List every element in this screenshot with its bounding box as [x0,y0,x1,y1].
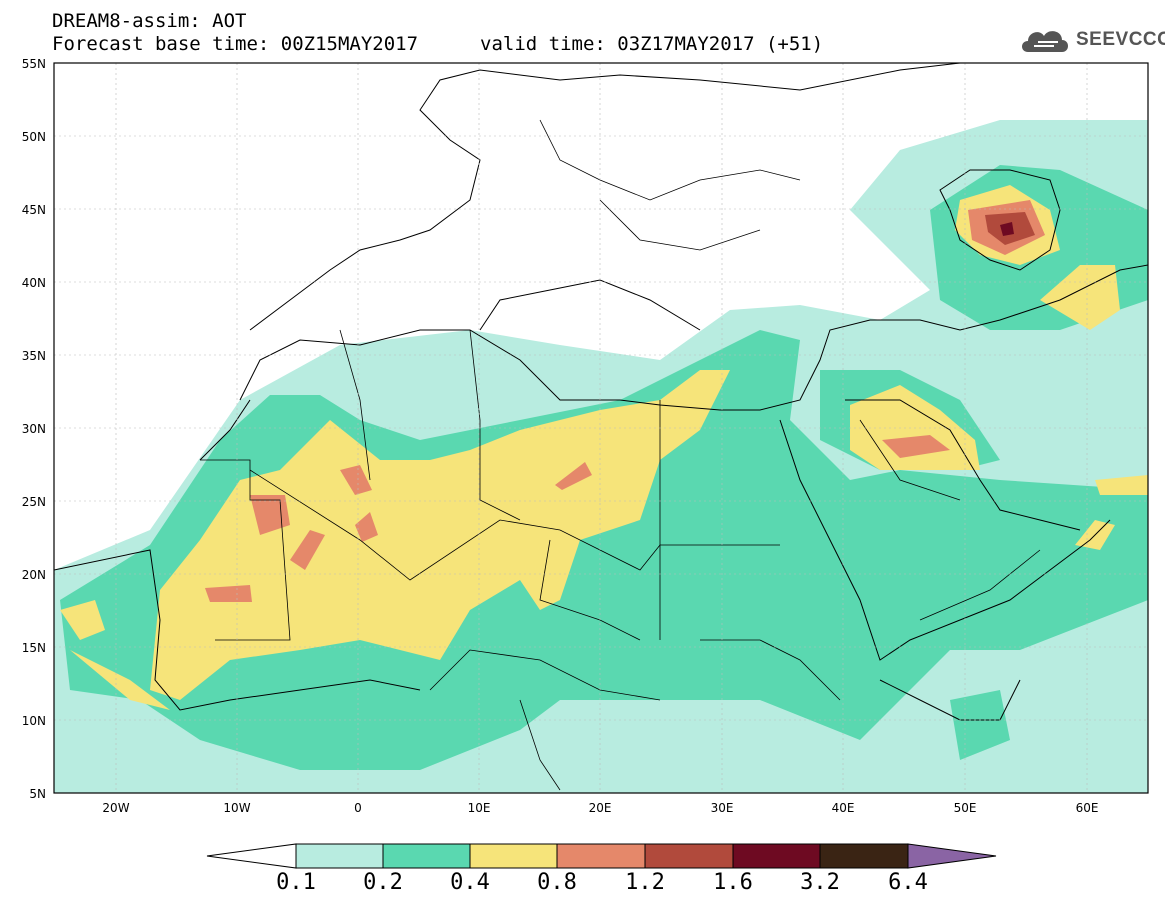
lat-label: 30N [22,422,46,436]
lon-ticks: 20W 10W 0 10E 20E 30E 40E 50E 60E [102,801,1098,815]
lon-label: 10W [223,801,250,815]
lat-label: 55N [22,57,46,71]
colorbar-label: 0.1 [276,870,316,895]
lat-label: 20N [22,568,46,582]
lat-label: 25N [22,495,46,509]
lat-label: 45N [22,203,46,217]
lat-label: 50N [22,130,46,144]
colorbar-label: 0.2 [363,870,403,895]
colorbar-high-arrow [907,843,997,869]
map-title: DREAM8-assim: AOT [52,10,247,32]
lat-label: 15N [22,641,46,655]
forecast-base-time: Forecast base time: 00Z15MAY2017 [52,33,419,55]
seevccc-logo: SEEVCCC [1018,22,1165,58]
colorbar-segment [295,843,384,869]
lon-label: 0 [354,801,362,815]
lat-label: 5N [29,787,46,801]
lat-label: 10N [22,714,46,728]
colorbar-label: 1.6 [713,870,753,895]
colorbar-segment [819,843,909,869]
lon-label: 40E [832,801,855,815]
lon-label: 20W [102,801,129,815]
colorbar-label: 0.4 [450,870,490,895]
valid-time: valid time: 03Z17MAY2017 (+51) [480,33,824,55]
cloud-icon [1022,31,1068,52]
logo-text: SEEVCCC [1076,29,1165,50]
lon-label: 20E [589,801,612,815]
colorbar-label: 6.4 [888,870,928,895]
coastlines [54,63,1148,721]
map-frame [53,62,1149,794]
colorbar-low-arrow [206,843,297,869]
colorbar-segment [469,843,558,869]
lat-label: 35N [22,349,46,363]
aot-field [54,63,1148,793]
lon-label: 50E [954,801,977,815]
colorbar-segment [382,843,471,869]
lon-label: 30E [711,801,734,815]
aot-level-1.6 [1000,222,1014,236]
colorbar-segment [732,843,821,869]
colorbar-segment [644,843,734,869]
colorbar-segment [556,843,646,869]
colorbar-label: 3.2 [800,870,840,895]
colorbar-label: 1.2 [625,870,665,895]
lon-label: 60E [1076,801,1099,815]
lat-ticks: 55N 50N 45N 40N 35N 30N 25N 20N 15N 10N … [22,57,46,801]
country-borders [200,119,1041,791]
lon-label: 10E [468,801,491,815]
colorbar [206,843,997,869]
colorbar-label: 0.8 [537,870,577,895]
grid [54,63,1148,793]
lat-label: 40N [22,276,46,290]
